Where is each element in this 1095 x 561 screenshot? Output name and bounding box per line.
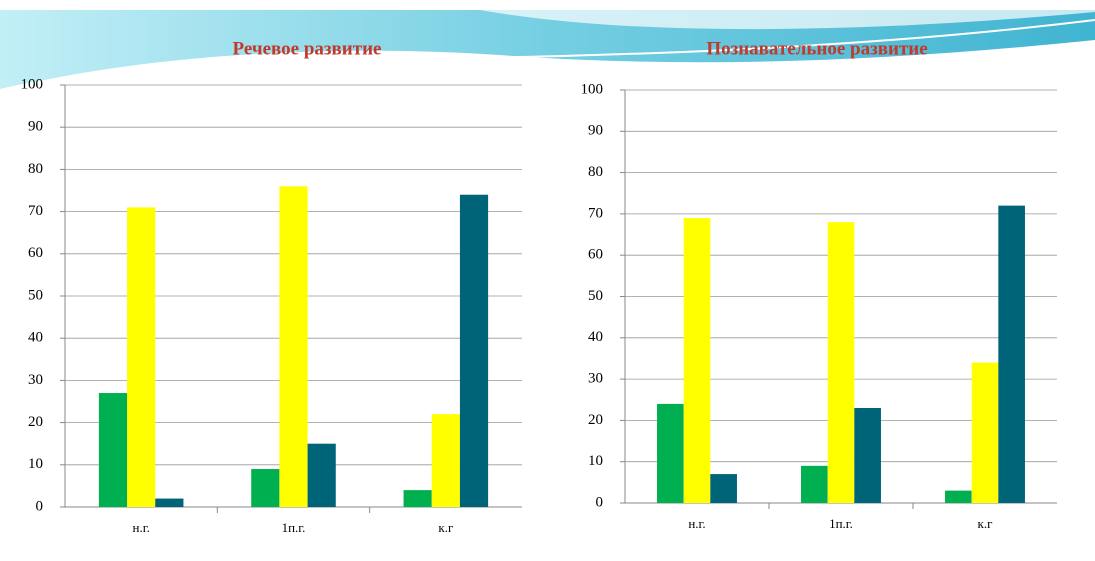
x-tick-label: н.г. (133, 520, 150, 535)
bar (683, 218, 711, 503)
y-tick-label: 30 (588, 371, 603, 387)
y-tick-label: 0 (36, 498, 44, 514)
bar (945, 490, 972, 503)
y-tick-label: 90 (28, 119, 43, 135)
bar (403, 490, 432, 507)
y-tick-label: 70 (28, 203, 43, 219)
y-tick-label: 100 (21, 76, 44, 92)
y-tick-label: 40 (588, 329, 603, 345)
y-tick-label: 80 (588, 164, 603, 180)
y-tick-label: 60 (588, 247, 603, 263)
chart-title: Познавательное развитие (706, 38, 927, 59)
y-tick-label: 70 (588, 205, 603, 221)
y-tick-label: 60 (28, 245, 43, 261)
y-tick-label: 50 (588, 288, 603, 304)
x-tick-label: 1п.г. (282, 520, 306, 535)
chart-title: Речевое развитие (233, 38, 382, 59)
y-tick-label: 30 (28, 372, 43, 388)
y-tick-label: 10 (28, 456, 43, 472)
wave-line (0, 19, 1095, 91)
y-tick-label: 0 (596, 494, 604, 510)
bar (307, 443, 336, 507)
bar (998, 205, 1025, 503)
bar (459, 194, 489, 507)
y-tick-label: 20 (588, 412, 603, 428)
y-tick-label: 90 (588, 123, 603, 139)
bar (710, 474, 737, 503)
y-tick-label: 20 (28, 414, 43, 430)
x-tick-label: к.г (438, 520, 453, 535)
x-tick-label: к.г (978, 516, 993, 531)
y-tick-label: 10 (588, 453, 603, 469)
x-tick-label: 1п.г. (829, 516, 853, 531)
bar (279, 186, 308, 507)
bar (98, 393, 128, 507)
bar (127, 207, 156, 507)
bar (431, 414, 460, 507)
bar (801, 465, 828, 503)
y-tick-label: 50 (28, 287, 43, 303)
x-tick-label: н.г. (688, 516, 705, 531)
bar (854, 408, 881, 503)
bar (971, 362, 999, 503)
bar (155, 498, 184, 507)
bar (827, 222, 855, 503)
y-tick-label: 40 (28, 330, 43, 346)
wave-highlight (480, 10, 1095, 30)
y-tick-label: 80 (28, 161, 43, 177)
header-wave (0, 10, 1095, 90)
bar (657, 403, 684, 503)
bar (251, 469, 280, 507)
y-tick-label: 100 (581, 81, 604, 97)
